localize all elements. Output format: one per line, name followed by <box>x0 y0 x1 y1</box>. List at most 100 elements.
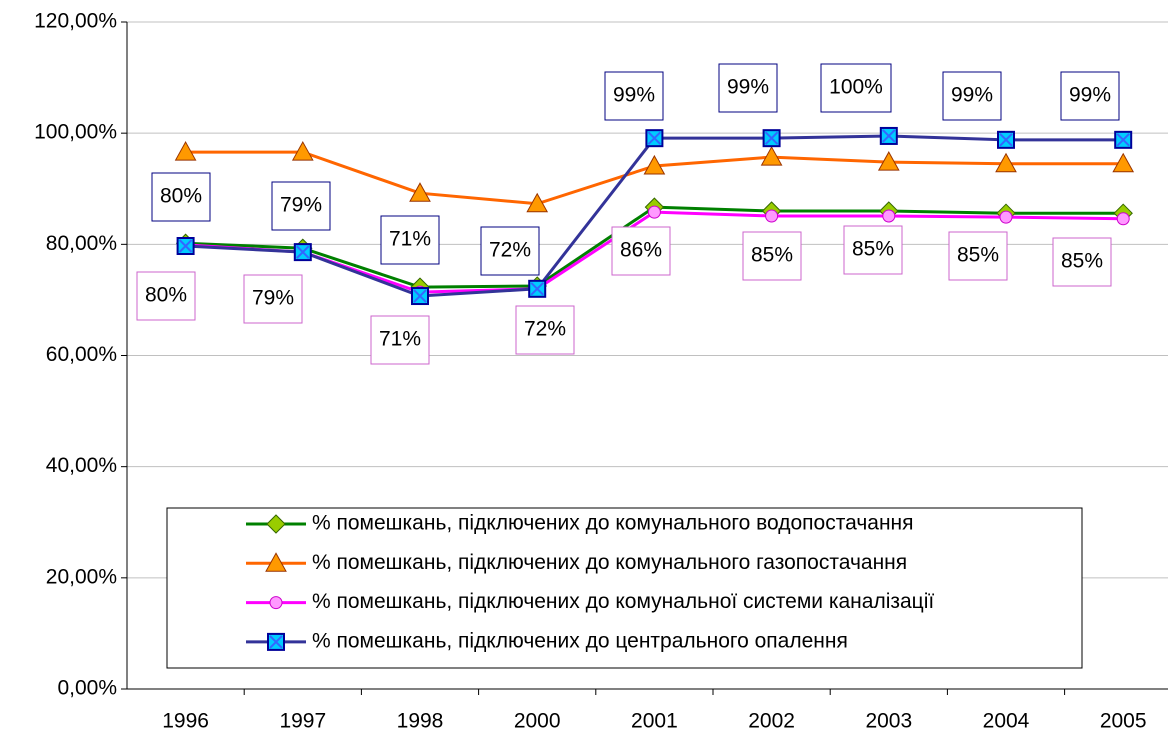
marker <box>526 192 549 213</box>
marker <box>174 141 197 161</box>
marker-shape <box>291 141 314 161</box>
value-label: 85% <box>852 238 894 261</box>
marker <box>267 632 285 651</box>
value-label-box <box>480 226 540 276</box>
marker <box>291 141 314 161</box>
value-label: 99% <box>951 84 993 107</box>
y-tick-label: 120,00% <box>34 10 117 33</box>
y-tick-label: 100,00% <box>34 121 117 144</box>
marker-shape <box>765 209 779 223</box>
marker-cross <box>413 289 427 303</box>
value-label-box <box>820 63 892 113</box>
marker <box>999 210 1013 224</box>
marker <box>269 596 283 610</box>
marker <box>647 205 661 219</box>
marker <box>266 514 286 534</box>
y-tick-label: 20,00% <box>46 565 117 588</box>
marker-cross <box>1116 133 1130 147</box>
marker-shape <box>647 205 661 219</box>
value-label: 99% <box>727 76 769 99</box>
value-label: 80% <box>145 284 187 307</box>
value-label: 85% <box>751 244 793 267</box>
marker <box>1112 152 1135 173</box>
marker-shape <box>526 192 549 213</box>
marker <box>997 130 1015 149</box>
value-label-box <box>151 172 211 222</box>
y-tick-label: 40,00% <box>46 454 117 477</box>
marker <box>762 129 781 148</box>
y-tick-label: 80,00% <box>46 232 117 255</box>
marker <box>882 209 896 223</box>
value-label: 100% <box>829 76 883 99</box>
marker-cross <box>999 133 1013 147</box>
marker <box>409 182 431 202</box>
legend-label: % помешкань, підключених до комунального… <box>312 551 907 574</box>
legend-label: % помешкань, підключених до центрального… <box>312 629 848 652</box>
value-label: 71% <box>379 328 421 351</box>
marker-shape <box>877 151 900 171</box>
marker <box>293 243 312 262</box>
marker <box>411 287 429 306</box>
legend-box <box>166 507 1083 669</box>
x-tick-label: 2001 <box>631 710 678 733</box>
x-tick-label: 2002 <box>748 710 795 733</box>
x-tick-label: 2003 <box>865 710 912 733</box>
value-label-box <box>948 231 1008 281</box>
value-label-box <box>1060 71 1120 121</box>
legend-label: % помешкань, підключених до комунального… <box>312 512 914 535</box>
y-tick-label: 60,00% <box>46 343 117 366</box>
marker-cross <box>178 239 193 253</box>
value-label: 99% <box>1069 84 1111 107</box>
legend: % помешкань, підключених до комунального… <box>166 507 1083 669</box>
marker-cross <box>764 131 779 145</box>
marker-shape <box>1112 152 1135 173</box>
x-tick-label: 2005 <box>1100 710 1147 733</box>
value-label-box <box>515 305 575 355</box>
marker-shape <box>409 182 431 202</box>
value-label-box <box>136 271 196 321</box>
marker <box>176 237 195 256</box>
marker <box>879 126 898 145</box>
marker <box>877 151 900 171</box>
marker <box>1116 212 1130 226</box>
value-label-box <box>742 231 802 281</box>
value-label: 85% <box>1061 250 1103 273</box>
marker-shape <box>760 146 783 166</box>
marker-shape <box>269 596 283 610</box>
marker-shape <box>999 210 1013 224</box>
y-tick-label: 0,00% <box>57 677 117 700</box>
marker-shape <box>882 209 896 223</box>
marker-cross <box>269 635 283 649</box>
value-label: 99% <box>613 84 655 107</box>
x-tick-label: 2004 <box>983 710 1030 733</box>
value-label-box <box>611 226 671 276</box>
marker-shape <box>995 152 1017 173</box>
value-label-box <box>718 63 778 113</box>
marker-cross <box>647 131 662 145</box>
value-label-box <box>942 71 1002 121</box>
marker-shape <box>643 154 666 175</box>
marker <box>765 209 779 223</box>
marker-cross <box>882 129 896 143</box>
marker <box>645 129 664 148</box>
x-tick-label: 1997 <box>279 710 326 733</box>
value-label: 72% <box>524 318 566 341</box>
marker <box>760 146 783 166</box>
value-label-box <box>1052 237 1112 287</box>
value-label: 72% <box>489 239 531 262</box>
value-label: 71% <box>389 228 431 251</box>
marker-shape <box>1116 212 1130 226</box>
marker-shape <box>265 552 287 572</box>
marker-cross <box>296 245 310 259</box>
value-label-box <box>843 225 903 275</box>
marker <box>643 154 666 175</box>
legend-label: % помешкань, підключених до комунальної … <box>312 590 934 613</box>
marker <box>528 279 547 298</box>
x-tick-label: 2000 <box>514 710 561 733</box>
value-label: 79% <box>280 194 322 217</box>
value-label: 86% <box>620 239 662 262</box>
value-label-box <box>243 274 303 324</box>
marker-shape <box>174 141 197 161</box>
marker <box>265 552 287 572</box>
x-tick-label: 1998 <box>397 710 444 733</box>
